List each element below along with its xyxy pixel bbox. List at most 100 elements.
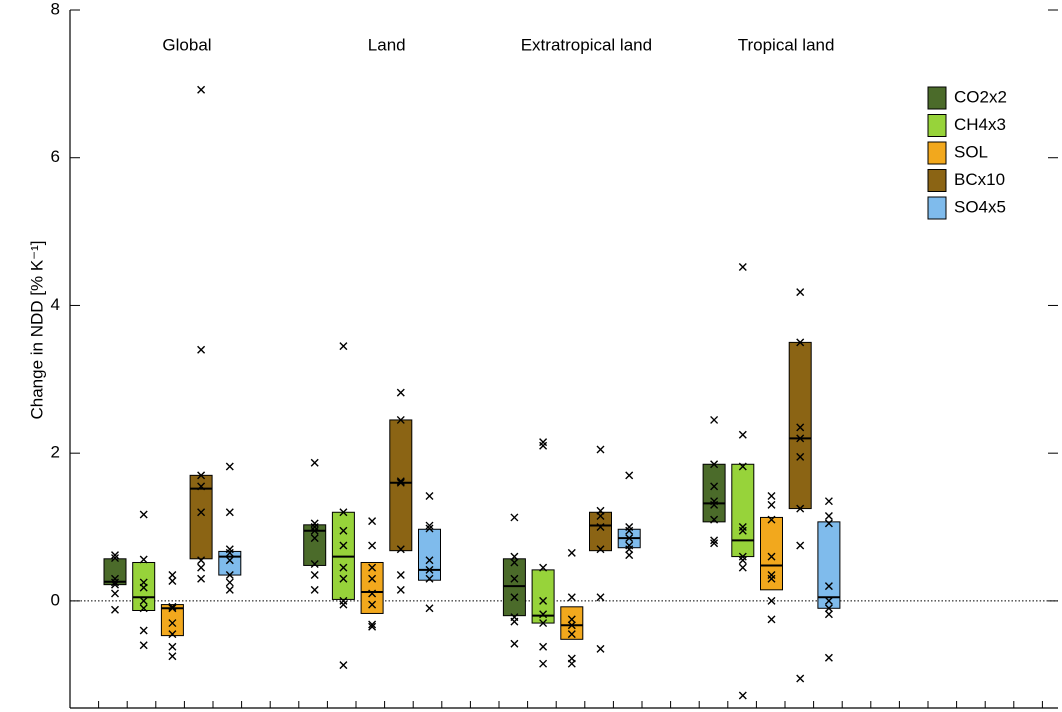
point (339, 541, 348, 550)
point (767, 552, 776, 561)
point (710, 482, 719, 491)
point (596, 523, 605, 532)
point (510, 558, 519, 567)
point (368, 620, 377, 629)
point (596, 511, 605, 520)
point (796, 541, 805, 550)
point (625, 471, 634, 480)
point (738, 556, 747, 565)
box (731, 463, 755, 558)
box (360, 561, 384, 614)
box (132, 561, 156, 612)
point (539, 438, 548, 447)
point (139, 555, 148, 564)
point (225, 585, 234, 594)
point (738, 430, 747, 439)
point (710, 415, 719, 424)
point (767, 615, 776, 624)
point (567, 548, 576, 557)
point (111, 580, 119, 589)
point (824, 582, 833, 591)
point (510, 593, 519, 602)
point (425, 574, 434, 583)
point (625, 545, 634, 554)
point (368, 541, 377, 550)
point (510, 639, 519, 648)
point (767, 596, 776, 605)
point (111, 578, 119, 587)
point (539, 659, 548, 668)
point (368, 622, 377, 631)
point (225, 556, 234, 565)
point (425, 524, 434, 533)
point (796, 423, 805, 432)
point (168, 642, 177, 651)
point (567, 615, 576, 624)
point (339, 574, 348, 583)
box (560, 606, 584, 640)
point (767, 500, 776, 509)
point (767, 515, 776, 524)
point (310, 458, 319, 467)
point (168, 602, 177, 611)
legend-swatch (927, 114, 947, 137)
point (796, 674, 805, 683)
group-label: Tropical land (738, 35, 835, 54)
point (339, 508, 348, 517)
box (389, 419, 413, 552)
point (539, 563, 548, 572)
point (539, 441, 548, 450)
point (139, 604, 148, 613)
box (589, 511, 612, 552)
y-tick-label: 0 (51, 590, 60, 609)
point (510, 617, 519, 626)
point (510, 574, 519, 583)
point (796, 434, 805, 443)
point (539, 619, 548, 628)
point (824, 653, 833, 662)
point (368, 589, 377, 598)
point (824, 519, 833, 528)
point (539, 596, 548, 605)
point (596, 593, 605, 602)
point (425, 521, 434, 530)
point (225, 578, 234, 587)
point (396, 585, 405, 594)
legend-swatch (927, 169, 947, 192)
point (310, 534, 319, 543)
point (197, 482, 206, 491)
point (310, 559, 319, 568)
point (567, 659, 576, 668)
point (225, 508, 234, 517)
point (396, 477, 405, 486)
point (738, 462, 747, 471)
point (197, 471, 206, 480)
point (567, 593, 576, 602)
point (796, 338, 805, 347)
legend-label: SOL (954, 142, 988, 161)
box (702, 463, 726, 523)
point (168, 571, 177, 580)
point (796, 452, 805, 461)
point (396, 388, 405, 397)
y-tick-label: 6 (51, 147, 60, 166)
point (339, 661, 348, 670)
point (168, 576, 177, 585)
point (139, 596, 148, 605)
point (425, 492, 434, 501)
point (738, 526, 747, 535)
point (510, 552, 519, 561)
point (596, 644, 605, 653)
point (168, 630, 177, 639)
point (824, 604, 833, 613)
box (502, 558, 526, 617)
point (625, 551, 634, 560)
point (339, 342, 348, 351)
point (824, 596, 833, 605)
point (596, 445, 605, 454)
point (625, 526, 634, 535)
point (796, 504, 805, 513)
point (197, 556, 206, 565)
point (368, 563, 377, 572)
point (197, 85, 206, 94)
